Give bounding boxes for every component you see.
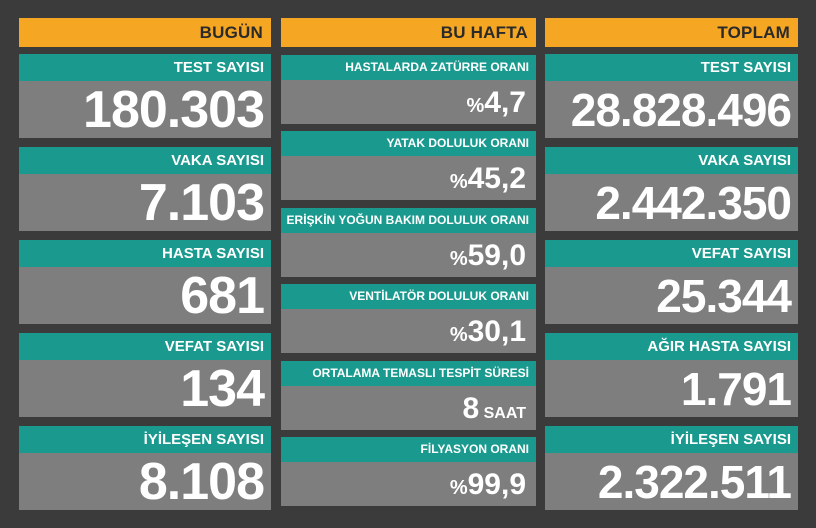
percent-sign: % bbox=[466, 95, 485, 117]
week-filiation-value: %99,9 bbox=[281, 462, 536, 506]
week-header: BU HAFTA bbox=[281, 18, 536, 47]
week-contact-value: 8 SAAT bbox=[281, 386, 536, 430]
week-bed-label: YATAK DOLULUK ORANI bbox=[281, 131, 536, 156]
week-icu-card: ERİŞKİN YOĞUN BAKIM DOLULUK ORANI %59,0 bbox=[281, 208, 536, 277]
week-bed-value: %45,2 bbox=[281, 156, 536, 200]
week-contact-unit: SAAT bbox=[479, 405, 526, 422]
today-patient-card: HASTA SAYISI 681 bbox=[19, 240, 271, 325]
week-contact-label: ORTALAMA TEMASLI TESPİT SÜRESİ bbox=[281, 361, 536, 386]
total-case-value: 2.442.350 bbox=[545, 174, 798, 231]
total-severe-value: 1.791 bbox=[545, 360, 798, 417]
today-recovered-value: 8.108 bbox=[19, 453, 271, 511]
today-recovered-card: İYİLEŞEN SAYISI 8.108 bbox=[19, 426, 271, 511]
today-death-value: 134 bbox=[19, 360, 271, 418]
week-pneumonia-card: HASTALARDA ZATÜRRE ORANI %4,7 bbox=[281, 55, 536, 124]
today-case-value: 7.103 bbox=[19, 174, 271, 232]
today-test-card: TEST SAYISI 180.303 bbox=[19, 54, 271, 139]
today-recovered-label: İYİLEŞEN SAYISI bbox=[19, 426, 271, 453]
week-pneumonia-label: HASTALARDA ZATÜRRE ORANI bbox=[281, 55, 536, 80]
total-recovered-value: 2.322.511 bbox=[545, 453, 798, 510]
today-death-card: VEFAT SAYISI 134 bbox=[19, 333, 271, 418]
week-icu-value: %59,0 bbox=[281, 233, 536, 277]
total-column: TOPLAM TEST SAYISI 28.828.496 VAKA SAYIS… bbox=[545, 18, 798, 510]
week-ventilator-value: %30,1 bbox=[281, 309, 536, 353]
total-death-card: VEFAT SAYISI 25.344 bbox=[545, 240, 798, 324]
week-filiation-card: FİLYASYON ORANI %99,9 bbox=[281, 437, 536, 506]
week-contact-number: 8 bbox=[462, 392, 480, 425]
today-case-card: VAKA SAYISI 7.103 bbox=[19, 147, 271, 232]
week-contact-card: ORTALAMA TEMASLI TESPİT SÜRESİ 8 SAAT bbox=[281, 361, 536, 430]
total-recovered-card: İYİLEŞEN SAYISI 2.322.511 bbox=[545, 426, 798, 510]
today-test-value: 180.303 bbox=[19, 81, 271, 139]
week-column: BU HAFTA HASTALARDA ZATÜRRE ORANI %4,7 Y… bbox=[281, 18, 536, 506]
week-icu-number: 59,0 bbox=[467, 239, 526, 272]
today-death-label: VEFAT SAYISI bbox=[19, 333, 271, 360]
percent-sign: % bbox=[449, 248, 468, 270]
today-header: BUGÜN bbox=[19, 18, 271, 47]
total-test-label: TEST SAYISI bbox=[545, 54, 798, 81]
week-pneumonia-number: 4,7 bbox=[484, 86, 526, 119]
today-column: BUGÜN TEST SAYISI 180.303 VAKA SAYISI 7.… bbox=[19, 18, 271, 511]
week-filiation-number: 99,9 bbox=[467, 468, 526, 501]
today-patient-value: 681 bbox=[19, 267, 271, 325]
today-patient-label: HASTA SAYISI bbox=[19, 240, 271, 267]
percent-sign: % bbox=[449, 477, 468, 499]
today-test-label: TEST SAYISI bbox=[19, 54, 271, 81]
total-test-value: 28.828.496 bbox=[545, 81, 798, 138]
week-icu-label: ERİŞKİN YOĞUN BAKIM DOLULUK ORANI bbox=[281, 208, 536, 233]
week-bed-number: 45,2 bbox=[467, 162, 526, 195]
percent-sign: % bbox=[449, 171, 468, 193]
total-recovered-label: İYİLEŞEN SAYISI bbox=[545, 426, 798, 453]
total-header: TOPLAM bbox=[545, 18, 798, 47]
total-death-label: VEFAT SAYISI bbox=[545, 240, 798, 267]
total-test-card: TEST SAYISI 28.828.496 bbox=[545, 54, 798, 138]
week-ventilator-number: 30,1 bbox=[467, 315, 526, 348]
today-case-label: VAKA SAYISI bbox=[19, 147, 271, 174]
total-severe-label: AĞIR HASTA SAYISI bbox=[545, 333, 798, 360]
total-case-card: VAKA SAYISI 2.442.350 bbox=[545, 147, 798, 231]
week-pneumonia-value: %4,7 bbox=[281, 80, 536, 124]
total-severe-card: AĞIR HASTA SAYISI 1.791 bbox=[545, 333, 798, 417]
week-ventilator-label: VENTİLATÖR DOLULUK ORANI bbox=[281, 284, 536, 309]
week-bed-card: YATAK DOLULUK ORANI %45,2 bbox=[281, 131, 536, 200]
week-ventilator-card: VENTİLATÖR DOLULUK ORANI %30,1 bbox=[281, 284, 536, 353]
percent-sign: % bbox=[449, 324, 468, 346]
total-case-label: VAKA SAYISI bbox=[545, 147, 798, 174]
week-filiation-label: FİLYASYON ORANI bbox=[281, 437, 536, 462]
total-death-value: 25.344 bbox=[545, 267, 798, 324]
